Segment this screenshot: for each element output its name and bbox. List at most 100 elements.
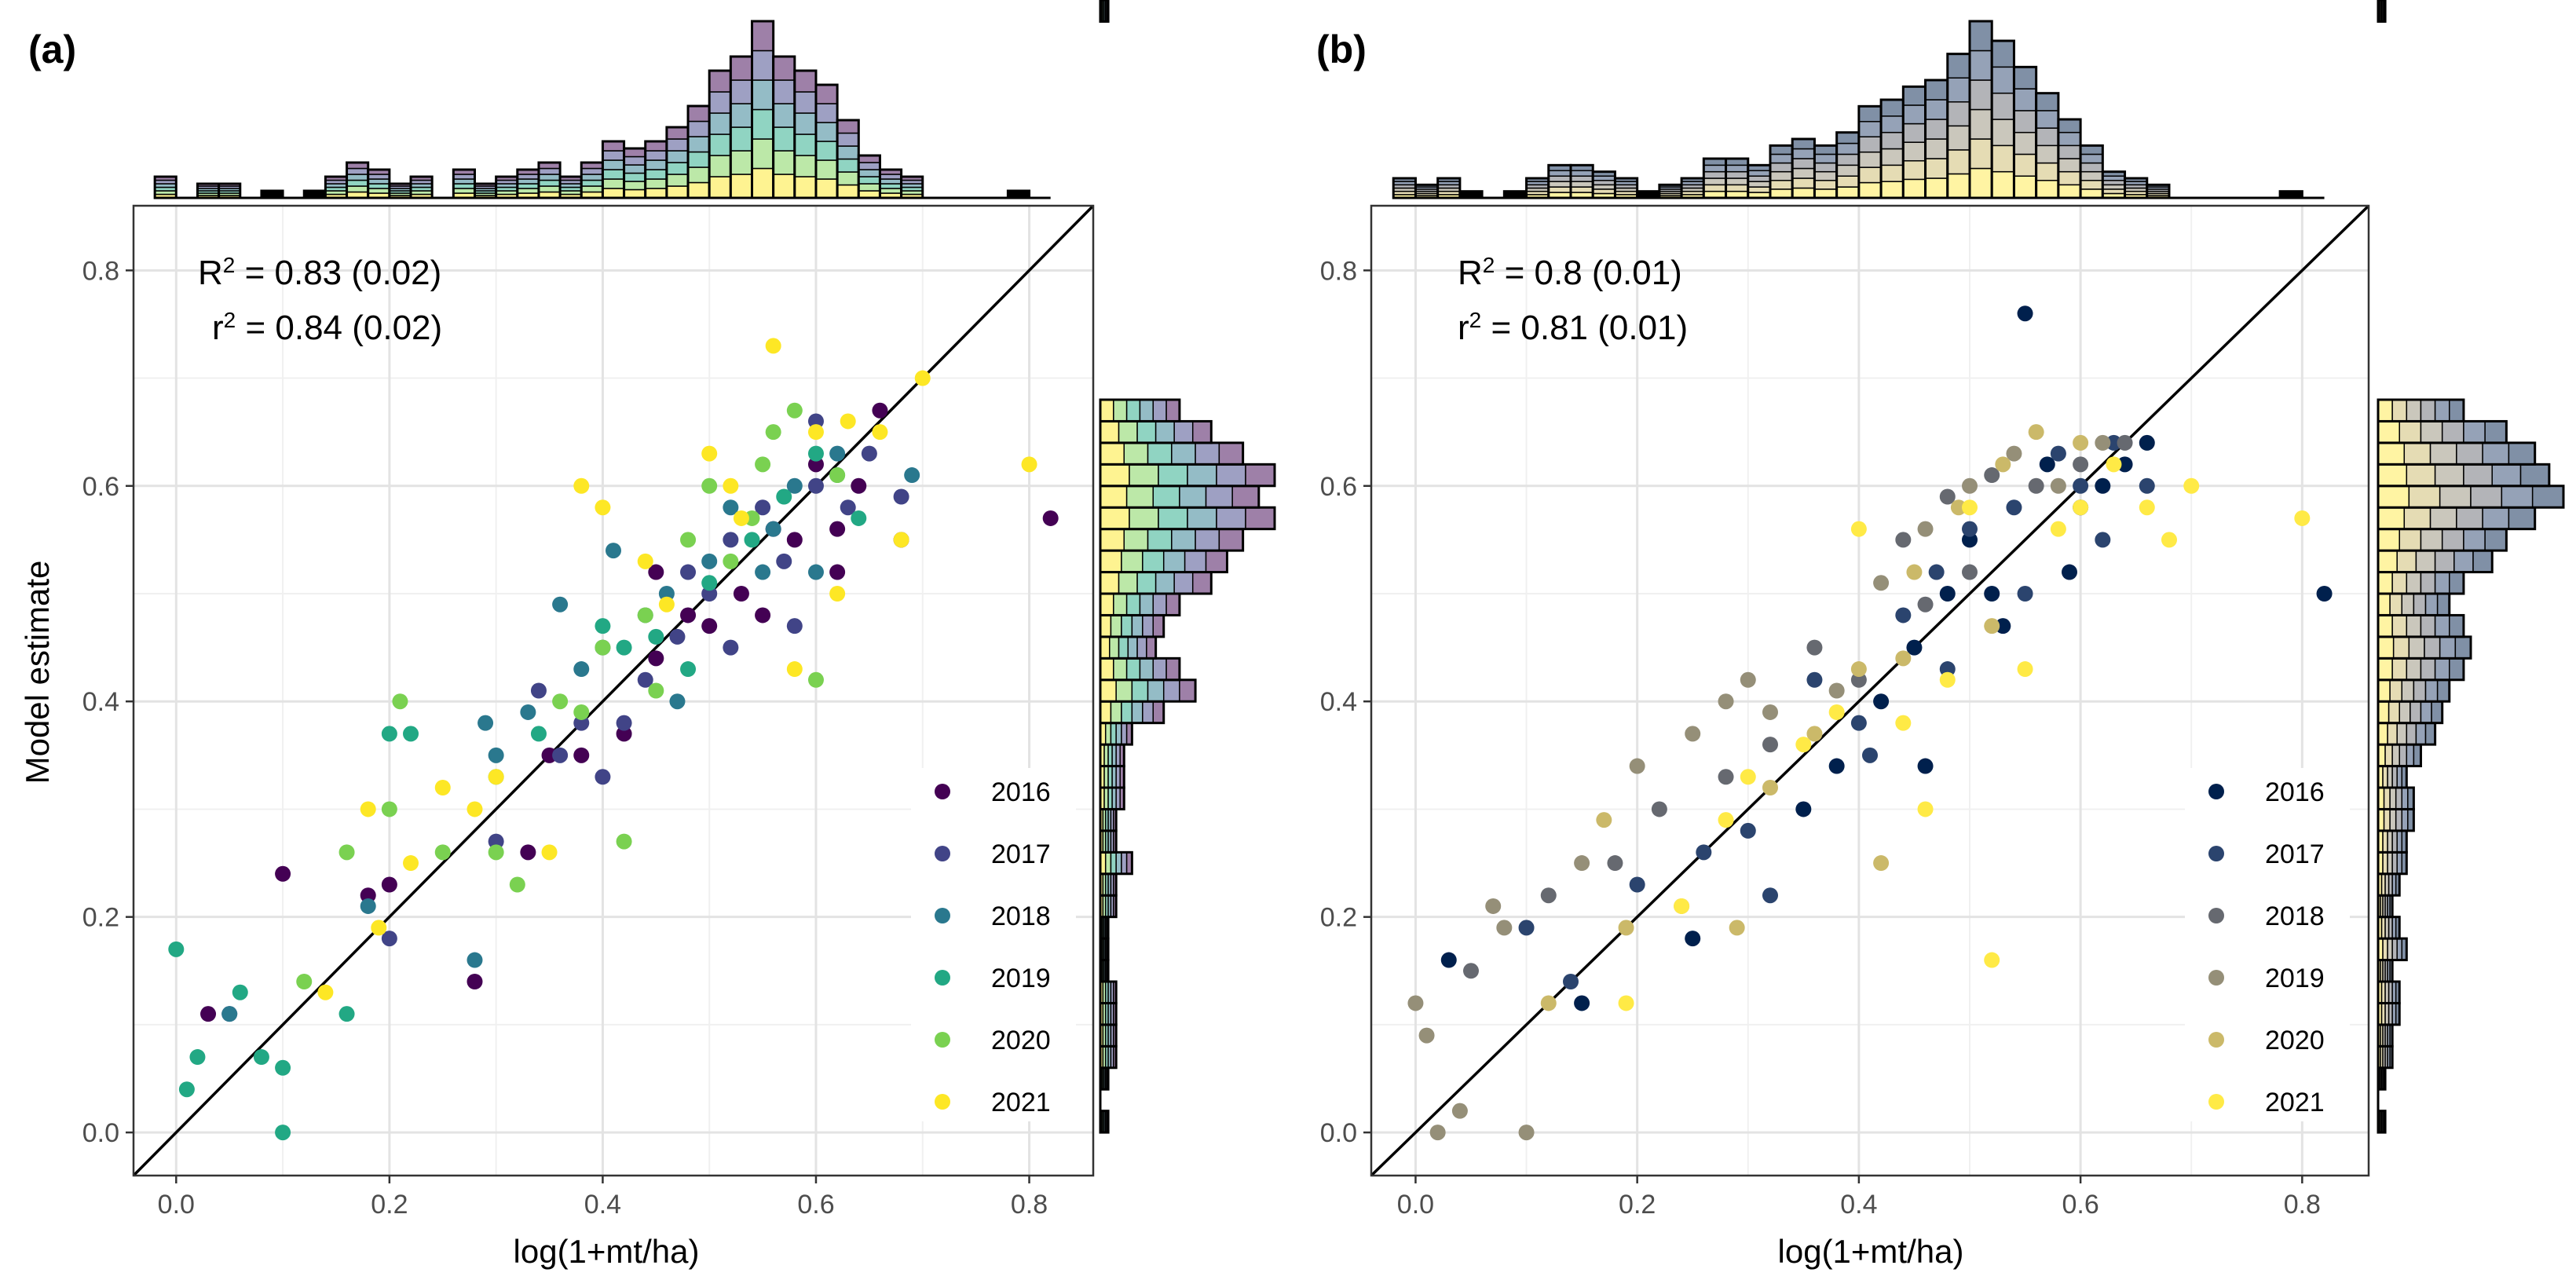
x-hist-segment bbox=[1747, 181, 1771, 188]
point-2019 bbox=[178, 1081, 195, 1098]
y-hist-segment bbox=[2456, 442, 2483, 466]
point-2017 bbox=[1862, 747, 1878, 763]
point-2016 bbox=[2039, 456, 2055, 473]
point-2018 bbox=[488, 747, 504, 763]
x-hist-segment bbox=[517, 174, 540, 180]
x-hist-segment bbox=[858, 176, 881, 185]
R2-value-a: = 0.83 (0.02) bbox=[235, 254, 441, 292]
x-hist-segment bbox=[1902, 178, 1927, 199]
x-hist-segment bbox=[836, 171, 860, 186]
point-2019 bbox=[1429, 1125, 1446, 1141]
y-hist-segment bbox=[2387, 830, 2393, 854]
x-hist-segment bbox=[2058, 131, 2081, 147]
x-tick-label: 0.4 bbox=[584, 1190, 621, 1220]
y-hist-segment bbox=[2389, 787, 2397, 810]
y-hist-segment bbox=[2396, 851, 2403, 875]
point-2021 bbox=[403, 855, 419, 872]
y-hist-segment bbox=[2377, 722, 2388, 745]
y-hist-segment bbox=[2470, 485, 2503, 508]
x-hist-segment bbox=[644, 141, 668, 152]
point-2016 bbox=[1939, 586, 1956, 602]
x-hist-segment bbox=[1947, 173, 1970, 199]
y-hist-segment bbox=[1205, 550, 1228, 573]
point-2019 bbox=[595, 618, 611, 635]
y-hist-segment bbox=[2420, 614, 2436, 638]
point-2021 bbox=[840, 413, 856, 430]
x-hist-segment bbox=[2035, 162, 2059, 181]
point-2020 bbox=[1950, 499, 1967, 516]
y-hist-segment bbox=[1158, 507, 1188, 530]
x-hist-segment bbox=[1880, 131, 1905, 150]
x-hist-segment bbox=[1902, 104, 1927, 125]
point-2018 bbox=[552, 596, 569, 613]
y-hist-segment bbox=[2441, 528, 2464, 551]
y-hist-segment bbox=[1147, 442, 1173, 466]
y-tick-label: 0.2 bbox=[1320, 903, 1357, 933]
point-2020 bbox=[509, 876, 525, 893]
r2-value-a: = 0.84 (0.02) bbox=[236, 309, 442, 347]
y-hist-segment bbox=[2391, 614, 2408, 638]
y-hist-segment bbox=[2377, 657, 2393, 681]
y-hist-segment bbox=[2408, 636, 2425, 660]
x-hist-segment bbox=[836, 145, 860, 160]
x-hist-segment bbox=[772, 150, 796, 175]
point-2020 bbox=[573, 704, 590, 720]
x-hist-segment bbox=[452, 188, 476, 194]
x-hist-segment bbox=[1769, 170, 1793, 181]
x-hist-segment bbox=[772, 126, 796, 152]
x-hist-segment bbox=[1703, 170, 1727, 179]
annotation-b: R2 = 0.8 (0.01) r2 = 0.81 (0.01) bbox=[1458, 253, 1688, 348]
x-hist-segment bbox=[2035, 92, 2059, 112]
x-hist-segment bbox=[1592, 184, 1616, 190]
point-2016 bbox=[1828, 758, 1845, 774]
point-2019 bbox=[1962, 477, 1978, 494]
point-2020 bbox=[1729, 920, 1745, 936]
x-hist-segment bbox=[644, 150, 668, 161]
y-hist-segment bbox=[2449, 399, 2464, 422]
x-tick-label: 0.6 bbox=[797, 1190, 834, 1220]
x-hist-segment bbox=[2080, 180, 2104, 190]
x-hist-segment bbox=[1791, 187, 1816, 199]
y-hist-segment bbox=[2377, 700, 2390, 724]
x-hist-segment bbox=[602, 169, 625, 180]
x-hist-segment bbox=[2058, 119, 2081, 133]
reference-line-b bbox=[1370, 204, 2370, 1177]
point-2018 bbox=[701, 553, 718, 569]
point-2019 bbox=[1418, 1027, 1435, 1044]
y-hist-segment bbox=[2441, 420, 2464, 444]
point-2018 bbox=[669, 693, 686, 710]
legend-key-2019 bbox=[2208, 970, 2224, 986]
y-hist-segment bbox=[2434, 550, 2455, 573]
y-hist-segment bbox=[2403, 507, 2431, 530]
point-2019 bbox=[1740, 671, 1756, 688]
point-2019 bbox=[275, 1059, 291, 1076]
point-2021 bbox=[2106, 456, 2122, 473]
point-2017 bbox=[2073, 477, 2089, 494]
y-hist-segment bbox=[2377, 593, 2391, 616]
x-hist-segment bbox=[1969, 108, 1992, 140]
y-hist-segment bbox=[1115, 765, 1121, 788]
point-2020 bbox=[637, 607, 653, 624]
y-hist-segment bbox=[1173, 420, 1194, 444]
y-hist-segment bbox=[1245, 507, 1275, 530]
y-hist-bar bbox=[2377, 0, 2387, 23]
point-2021 bbox=[2139, 499, 2155, 516]
point-2021 bbox=[2017, 661, 2033, 678]
y-hist-segment bbox=[1154, 420, 1175, 444]
point-2021 bbox=[1939, 671, 1956, 688]
point-2021 bbox=[1828, 704, 1845, 720]
y-hist-segment bbox=[1129, 507, 1159, 530]
x-hist-segment bbox=[1725, 170, 1749, 179]
x-hist-segment bbox=[1902, 160, 1927, 181]
x-hist-segment bbox=[708, 133, 732, 156]
y-hist-segment bbox=[2406, 657, 2422, 681]
x-hist-segment bbox=[730, 126, 753, 152]
y-hist-segment bbox=[1131, 614, 1143, 638]
legend-label-2016: 2016 bbox=[991, 777, 1051, 807]
x-hist-segment bbox=[772, 79, 796, 104]
y-hist-segment bbox=[2388, 700, 2400, 724]
x-hist-segment bbox=[2013, 153, 2037, 177]
point-2016 bbox=[829, 564, 846, 580]
x-hist-segment bbox=[2080, 188, 2104, 199]
y-hist-segment bbox=[1136, 636, 1147, 660]
